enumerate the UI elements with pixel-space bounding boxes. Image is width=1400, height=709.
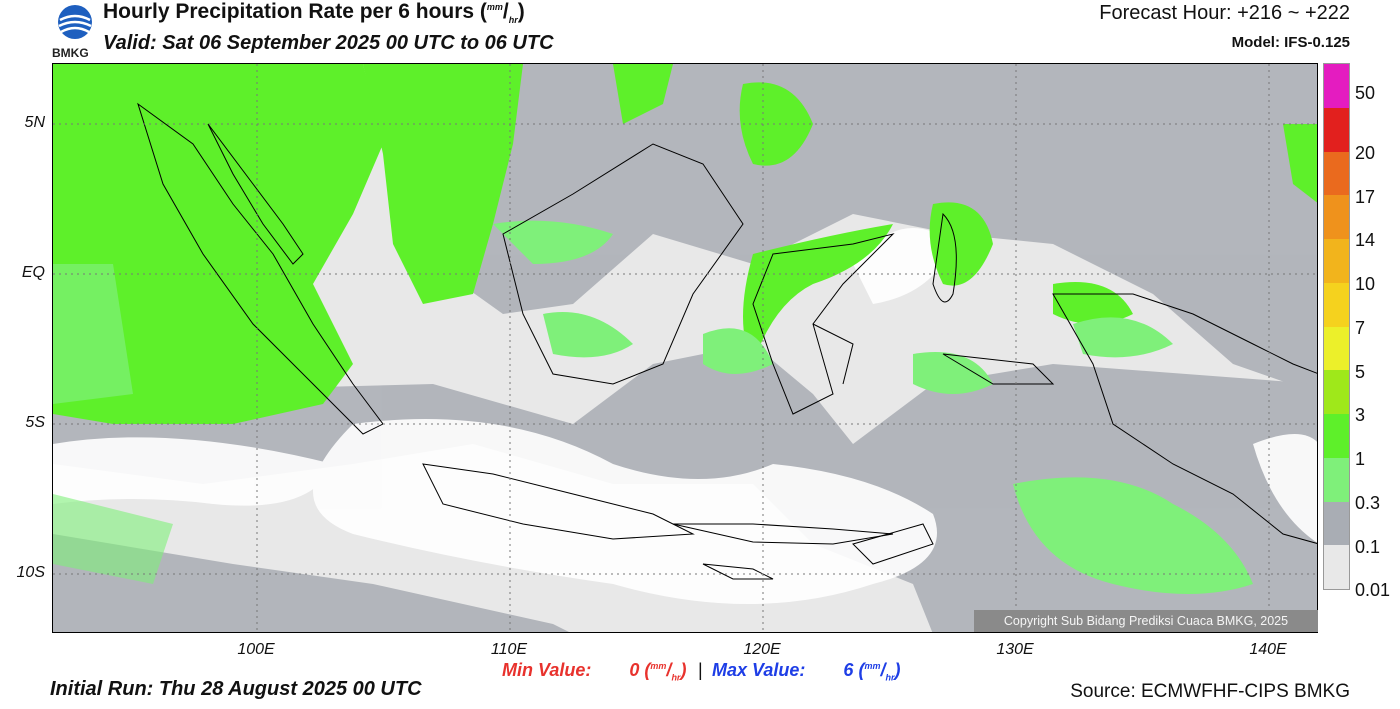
- colorbar-segment: [1324, 370, 1349, 414]
- copyright-text: Copyright Sub Bidang Prediksi Cuaca BMKG…: [974, 610, 1318, 632]
- map-title: Hourly Precipitation Rate per 6 hours (m…: [103, 0, 525, 26]
- max-unit-top: mm: [864, 661, 881, 671]
- max-value: Max Value: 6 (mm/hr): [712, 660, 901, 683]
- max-value-label: Max Value:: [712, 660, 806, 680]
- data-source: Source: ECMWFHF-CIPS BMKG: [1070, 681, 1350, 702]
- lon-label-110e: 110E: [490, 641, 528, 658]
- colorbar-label: 0.1: [1355, 536, 1381, 557]
- colorbar-segment: [1324, 282, 1349, 327]
- max-value-number: 6: [843, 660, 854, 680]
- map-canvas: [53, 64, 1317, 632]
- forecast-hour: Forecast Hour: +216 ~ +222: [1099, 2, 1350, 24]
- colorbar-label: 17: [1355, 186, 1376, 207]
- colorbar-label: 20: [1355, 142, 1376, 163]
- lat-label-5s: 5S: [25, 414, 45, 431]
- rain-light-green: [53, 220, 1253, 594]
- colorbar-segment: [1324, 414, 1349, 458]
- colorbar-label: 1: [1355, 449, 1366, 470]
- lat-label-5n: 5N: [24, 114, 45, 131]
- colorbar-label: 0.3: [1355, 492, 1381, 513]
- colorbar-segment: [1324, 457, 1349, 502]
- title-unit-top: mm: [486, 2, 503, 12]
- rain-white: [53, 228, 1317, 604]
- title-text: Hourly Precipitation Rate per 6 hours (: [103, 0, 487, 23]
- logo-text: BMKG: [52, 46, 89, 60]
- max-unit-bottom: hr: [885, 672, 895, 683]
- lon-label-140e: 140E: [1249, 641, 1287, 658]
- lat-label-10s: 10S: [16, 564, 45, 581]
- min-value-label: Min Value:: [502, 660, 592, 680]
- lon-label-120e: 120E: [743, 641, 781, 658]
- colorbar-segment: [1324, 195, 1349, 239]
- colorbar-segment: [1324, 326, 1349, 371]
- rain-heavy-green: [53, 64, 1317, 424]
- lat-label-eq: EQ: [21, 264, 45, 281]
- stat-separator: |: [698, 660, 703, 680]
- bmkg-logo: BMKG: [50, 2, 100, 62]
- colorbar-segment: [1324, 151, 1349, 196]
- rain-light-gray: [53, 64, 1317, 632]
- colorbar-label: 0.01: [1355, 580, 1391, 601]
- colorbar: [1323, 63, 1350, 590]
- lon-label-130e: 130E: [996, 641, 1034, 658]
- colorbar-label: 7: [1355, 317, 1366, 338]
- colorbar-segment: [1324, 501, 1349, 546]
- colorbar-segment: [1324, 545, 1349, 589]
- min-unit-bottom: hr: [671, 672, 681, 683]
- valid-time: Valid: Sat 06 September 2025 00 UTC to 0…: [103, 32, 554, 54]
- min-unit-top: mm: [650, 661, 667, 671]
- colorbar-label: 5: [1355, 361, 1366, 382]
- gridlines: [53, 64, 1317, 632]
- initial-run: Initial Run: Thu 28 August 2025 00 UTC: [50, 678, 422, 700]
- model-name: Model: IFS-0.125: [1231, 34, 1350, 51]
- colorbar-segment: [1324, 239, 1349, 283]
- title-close: ): [517, 0, 525, 23]
- colorbar-cap: [1324, 64, 1349, 74]
- min-value-number: 0: [629, 660, 640, 680]
- lon-label-100e: 100E: [237, 641, 275, 658]
- colorbar-label: 14: [1355, 230, 1376, 251]
- colorbar-segment: [1324, 107, 1349, 152]
- colorbar-label: 10: [1355, 274, 1376, 295]
- title-unit-bottom: hr: [508, 15, 518, 26]
- colorbar-label: 3: [1355, 405, 1366, 426]
- colorbar-label: 50: [1355, 83, 1376, 103]
- min-value: Min Value: 0 (mm/hr): [502, 660, 687, 683]
- precipitation-map: [52, 63, 1318, 633]
